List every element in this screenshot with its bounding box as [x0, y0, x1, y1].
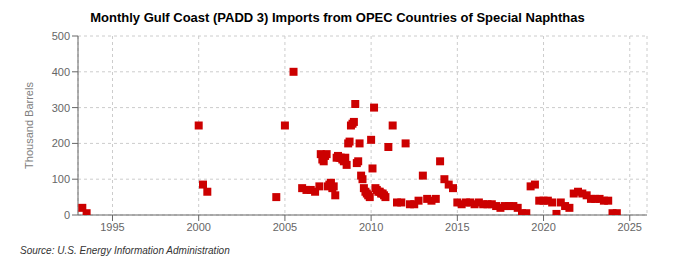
svg-text:200: 200: [52, 137, 70, 149]
svg-text:2010: 2010: [359, 221, 383, 233]
svg-text:0: 0: [64, 209, 70, 221]
svg-text:400: 400: [52, 66, 70, 78]
svg-text:100: 100: [52, 173, 70, 185]
svg-text:2025: 2025: [618, 221, 642, 233]
svg-text:500: 500: [52, 30, 70, 42]
svg-text:300: 300: [52, 102, 70, 114]
svg-text:Thousand Barrels: Thousand Barrels: [23, 82, 35, 169]
html-text:Source: U.S. Energy Informatio: Source: U.S. Energy Information Administ…: [20, 245, 230, 256]
svg-text:2020: 2020: [531, 221, 555, 233]
svg-text:2000: 2000: [186, 221, 210, 233]
svg-text:2015: 2015: [445, 221, 469, 233]
svg-text:1995: 1995: [100, 221, 124, 233]
html-text:Monthly Gulf Coast (PADD 3) Im: Monthly Gulf Coast (PADD 3) Imports from…: [90, 10, 585, 25]
svg-text:2005: 2005: [273, 221, 297, 233]
